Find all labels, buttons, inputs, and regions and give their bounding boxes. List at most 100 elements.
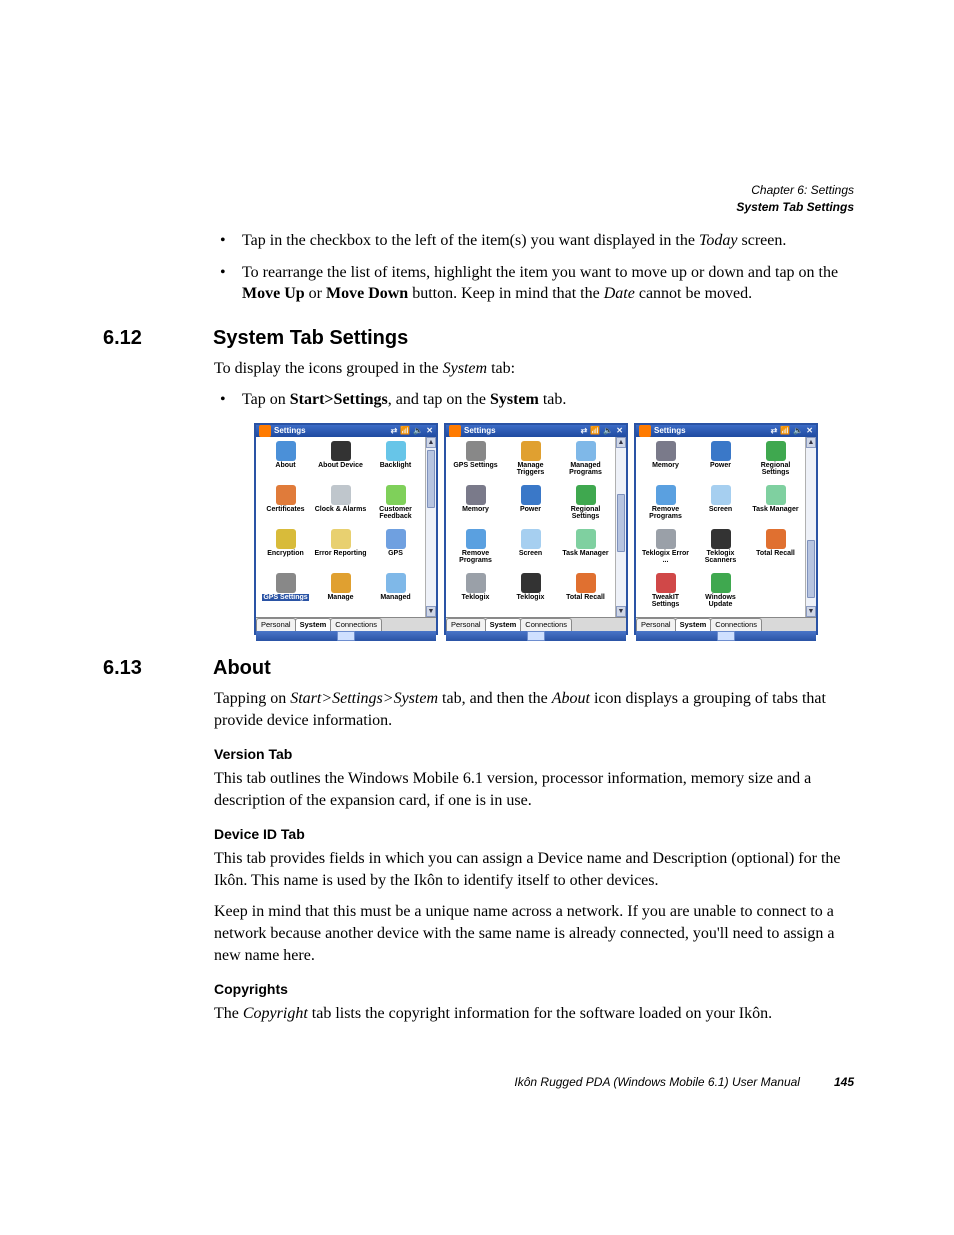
tray-icon[interactable]: ⇄: [771, 426, 778, 437]
app-icon-cell[interactable]: Teklogix: [503, 571, 558, 615]
app-icon-cell[interactable]: Regional Settings: [558, 483, 613, 527]
app-icon-cell[interactable]: About Device: [313, 439, 368, 483]
app-icon-cell[interactable]: About: [258, 439, 313, 483]
app-icon-cell[interactable]: [748, 571, 803, 615]
app-icon-cell[interactable]: Regional Settings: [748, 439, 803, 483]
scroll-thumb[interactable]: [617, 494, 625, 552]
app-icon-cell[interactable]: Power: [693, 439, 748, 483]
app-label: Encryption: [267, 550, 304, 557]
tray-icon[interactable]: 🔈: [793, 426, 803, 437]
scroll-down-button[interactable]: ▼: [426, 606, 436, 617]
tray-icon[interactable]: ✕: [426, 426, 433, 437]
app-icon-cell[interactable]: Memory: [638, 439, 693, 483]
tray-icon[interactable]: ✕: [806, 426, 813, 437]
tab-system[interactable]: System: [295, 618, 332, 631]
app-icon: [331, 485, 351, 505]
app-icon: [656, 441, 676, 461]
app-label: Power: [710, 462, 731, 469]
bullet-item: To rearrange the list of items, highligh…: [214, 262, 854, 305]
scroll-up-button[interactable]: ▲: [426, 437, 436, 448]
app-icon-cell[interactable]: Task Manager: [558, 527, 613, 571]
app-label: Screen: [519, 550, 542, 557]
app-icon-cell[interactable]: Teklogix Scanners: [693, 527, 748, 571]
app-icon-cell[interactable]: Error Reporting: [313, 527, 368, 571]
app-icon: [466, 529, 486, 549]
app-icon-cell[interactable]: Manage Triggers: [503, 439, 558, 483]
app-icon-cell[interactable]: Screen: [503, 527, 558, 571]
app-icon-cell[interactable]: Managed: [368, 571, 423, 615]
tray-icon[interactable]: 🔈: [603, 426, 613, 437]
scroll-up-button[interactable]: ▲: [806, 437, 816, 448]
app-icon-cell[interactable]: Manage: [313, 571, 368, 615]
tab-connections[interactable]: Connections: [710, 618, 762, 631]
pda-screenshot: Settings⇄📶🔈✕MemoryPowerRegional Settings…: [634, 423, 818, 635]
app-icon-cell[interactable]: TweakIT Settings: [638, 571, 693, 615]
app-icon-cell[interactable]: GPS Settings: [448, 439, 503, 483]
app-icon-cell[interactable]: Clock & Alarms: [313, 483, 368, 527]
app-icon-cell[interactable]: Total Recall: [748, 527, 803, 571]
app-icon-cell[interactable]: Encryption: [258, 527, 313, 571]
copyrights-para: The Copyright tab lists the copyright in…: [214, 1003, 854, 1025]
keyboard-icon[interactable]: [717, 631, 735, 641]
tray-icon[interactable]: ⇄: [581, 426, 588, 437]
scroll-track[interactable]: [426, 448, 436, 606]
app-icon-cell[interactable]: Backlight: [368, 439, 423, 483]
tab-personal[interactable]: Personal: [256, 618, 296, 631]
app-icon-cell[interactable]: GPS Settings: [258, 571, 313, 615]
app-label: GPS: [388, 550, 403, 557]
scrollbar[interactable]: ▲▼: [615, 437, 626, 617]
app-icon-cell[interactable]: Remove Programs: [638, 483, 693, 527]
tray-icon[interactable]: 📶: [780, 426, 790, 437]
app-icon-cell[interactable]: Teklogix Error ...: [638, 527, 693, 571]
scroll-thumb[interactable]: [427, 450, 435, 508]
app-icon-cell[interactable]: Teklogix: [448, 571, 503, 615]
tab-system[interactable]: System: [485, 618, 522, 631]
tray-icon[interactable]: 📶: [400, 426, 410, 437]
app-icon-cell[interactable]: Managed Programs: [558, 439, 613, 483]
keyboard-icon[interactable]: [337, 631, 355, 641]
app-icon: [711, 529, 731, 549]
tab-system[interactable]: System: [675, 618, 712, 631]
tray-icon[interactable]: 🔈: [413, 426, 423, 437]
scrollbar[interactable]: ▲▼: [425, 437, 436, 617]
start-icon[interactable]: [259, 425, 271, 437]
app-icon-cell[interactable]: Power: [503, 483, 558, 527]
start-icon[interactable]: [449, 425, 461, 437]
app-icon-cell[interactable]: Total Recall: [558, 571, 613, 615]
version-tab-heading: Version Tab: [214, 745, 854, 764]
scroll-thumb[interactable]: [807, 540, 815, 598]
app-icon-cell[interactable]: Task Manager: [748, 483, 803, 527]
app-icon: [386, 441, 406, 461]
tab-connections[interactable]: Connections: [330, 618, 382, 631]
scroll-down-button[interactable]: ▼: [806, 606, 816, 617]
app-label: Teklogix Error ...: [639, 550, 693, 565]
scrollbar[interactable]: ▲▼: [805, 437, 816, 617]
keyboard-icon[interactable]: [527, 631, 545, 641]
tab-personal[interactable]: Personal: [446, 618, 486, 631]
tab-connections[interactable]: Connections: [520, 618, 572, 631]
app-icon-cell[interactable]: Memory: [448, 483, 503, 527]
tray-icon[interactable]: ⇄: [391, 426, 398, 437]
tab-personal[interactable]: Personal: [636, 618, 676, 631]
tray-icon[interactable]: ✕: [616, 426, 623, 437]
scroll-track[interactable]: [806, 448, 816, 606]
start-icon[interactable]: [639, 425, 651, 437]
app-icon: [576, 573, 596, 593]
scroll-down-button[interactable]: ▼: [616, 606, 626, 617]
scroll-up-button[interactable]: ▲: [616, 437, 626, 448]
app-label: Managed: [380, 594, 410, 601]
pda-bottombar: [636, 631, 816, 641]
app-icon-cell[interactable]: Customer Feedback: [368, 483, 423, 527]
tray-icon[interactable]: 📶: [590, 426, 600, 437]
app-label: Task Manager: [562, 550, 608, 557]
scroll-track[interactable]: [616, 448, 626, 606]
app-icon-cell[interactable]: GPS: [368, 527, 423, 571]
app-icon-cell[interactable]: Windows Update: [693, 571, 748, 615]
app-icon: [656, 573, 676, 593]
bullet-item: Tap on Start>Settings, and tap on the Sy…: [214, 389, 854, 411]
app-icon: [466, 485, 486, 505]
app-icon-cell[interactable]: Remove Programs: [448, 527, 503, 571]
version-tab-para: This tab outlines the Windows Mobile 6.1…: [214, 768, 854, 811]
app-icon-cell[interactable]: Screen: [693, 483, 748, 527]
app-icon-cell[interactable]: Certificates: [258, 483, 313, 527]
